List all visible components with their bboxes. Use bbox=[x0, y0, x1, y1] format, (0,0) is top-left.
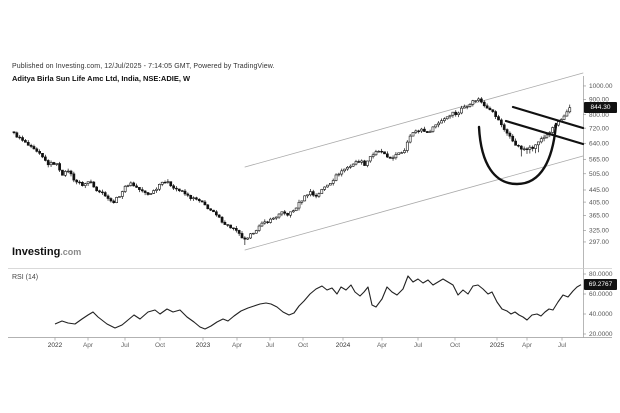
rsi-tick-label: 80.0000 bbox=[589, 271, 613, 278]
time-tick-label: Apr bbox=[522, 342, 533, 349]
time-tick-label: Oct bbox=[298, 342, 308, 349]
rsi-indicator-label: RSI (14) bbox=[12, 274, 39, 281]
rsi-line bbox=[54, 275, 582, 330]
time-tick-label: Apr bbox=[83, 342, 94, 349]
time-tick-label: Oct bbox=[450, 342, 460, 349]
trend-channel-lower-line bbox=[244, 155, 584, 251]
flag-channel-lower-line bbox=[504, 119, 585, 146]
candlestick-series bbox=[12, 97, 572, 246]
time-tick-label: 2022 bbox=[48, 342, 63, 349]
investing-logo: Investing.com bbox=[12, 246, 81, 258]
rsi-tick-label: 40.0000 bbox=[589, 311, 613, 318]
published-line: Published on Investing.com, 12/Jul/2025 … bbox=[12, 63, 275, 70]
time-tick-label: 2023 bbox=[196, 342, 211, 349]
price-tick-label: 297.00 bbox=[589, 239, 609, 246]
time-tick-label: Jul bbox=[121, 342, 130, 349]
last-price-label: 844.30 bbox=[584, 102, 617, 114]
price-tick-label: 640.00 bbox=[589, 141, 609, 148]
rsi-tick-label: 60.0000 bbox=[589, 291, 613, 298]
flag-channel-upper-line bbox=[511, 105, 585, 130]
price-pane bbox=[12, 72, 585, 251]
price-tick-label: 445.00 bbox=[589, 187, 609, 194]
cup-pattern-annotation bbox=[477, 122, 558, 186]
investing-logo-suffix: .com bbox=[60, 247, 82, 257]
investing-logo-main: Investing bbox=[12, 246, 61, 258]
axes: 1000.00 900.00 800.00 720.00 640.00 565.00 505… bbox=[8, 76, 613, 349]
time-tick-label: Jul bbox=[266, 342, 275, 349]
time-tick-label: Jul bbox=[558, 342, 567, 349]
trend-channel-upper-line bbox=[244, 72, 584, 168]
price-tick-label: 900.00 bbox=[589, 97, 609, 104]
time-tick-label: Apr bbox=[377, 342, 388, 349]
rsi-pane bbox=[54, 275, 582, 330]
time-tick-label: 2024 bbox=[336, 342, 351, 349]
time-tick-label: 2025 bbox=[490, 342, 505, 349]
price-tick-label: 565.00 bbox=[589, 157, 609, 164]
price-tick-label: 800.00 bbox=[589, 112, 609, 119]
price-tick-label: 1000.00 bbox=[589, 83, 613, 90]
price-tick-label: 325.00 bbox=[589, 228, 609, 235]
last-rsi-label: 69.2767 bbox=[584, 279, 617, 291]
price-tick-label: 365.00 bbox=[589, 213, 609, 220]
price-tick-label: 720.00 bbox=[589, 125, 609, 132]
price-tick-label: 405.00 bbox=[589, 199, 609, 206]
time-tick-label: Jul bbox=[414, 342, 423, 349]
price-tick-label: 505.00 bbox=[589, 171, 609, 178]
time-tick-label: Oct bbox=[155, 342, 165, 349]
rsi-tick-label: 20.0000 bbox=[589, 331, 613, 338]
instrument-title: Aditya Birla Sun Life Amc Ltd, India, NS… bbox=[12, 74, 191, 83]
time-tick-label: Apr bbox=[232, 342, 243, 349]
